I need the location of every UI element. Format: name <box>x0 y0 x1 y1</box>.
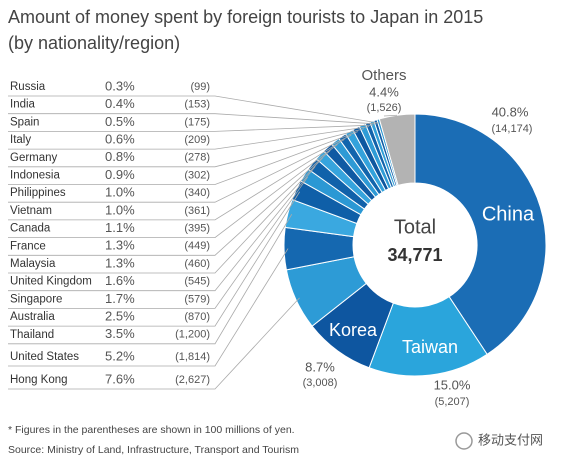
legend-label: Singapore <box>10 293 62 305</box>
amount-label: (1,814) <box>175 351 210 363</box>
amount-label: (2,627) <box>175 374 210 386</box>
value-label: 40.8% <box>492 104 529 119</box>
amount-label: (579) <box>184 293 210 305</box>
slice-name: Taiwan <box>402 337 458 357</box>
legend-label: Indonesia <box>10 170 60 182</box>
amount-label: (460) <box>184 258 210 270</box>
slice-name: Others <box>361 67 406 84</box>
chart-subtitle: (by nationality/region) <box>8 33 180 53</box>
leader-line <box>8 191 301 327</box>
value-label: 0.8% <box>105 149 135 164</box>
leader-line <box>8 176 309 309</box>
amount-label: (1,526) <box>367 102 402 114</box>
leader-line <box>8 131 358 185</box>
value-label: 0.5% <box>105 114 135 129</box>
value-label: 1.1% <box>105 220 135 235</box>
footnote: * Figures in the parentheses are shown i… <box>8 424 295 436</box>
value-label: 7.6% <box>105 371 135 386</box>
amount-label: (14,174) <box>492 123 533 135</box>
value-label: 1.6% <box>105 273 135 288</box>
value-label: 1.7% <box>105 291 135 306</box>
value-label: 2.5% <box>105 309 135 324</box>
slice-name: Korea <box>329 320 378 340</box>
watermark: 移动支付网 <box>478 434 543 449</box>
leader-line <box>8 113 377 125</box>
amount-label: (1,200) <box>175 329 210 341</box>
source: Source: Ministry of Land, Infrastructure… <box>8 444 299 456</box>
legend-label: Italy <box>10 134 31 146</box>
value-label: 1.0% <box>105 202 135 217</box>
legend-label: United Kingdom <box>10 276 92 288</box>
chart-title: Amount of money spent by foreign tourist… <box>8 7 483 27</box>
amount-label: (5,207) <box>435 396 470 408</box>
amount-label: (340) <box>184 187 210 199</box>
value-label: 1.3% <box>105 238 135 253</box>
legend-label: India <box>10 99 36 111</box>
leader-line <box>8 134 352 203</box>
leader-line <box>8 214 293 345</box>
amount-label: (209) <box>184 134 210 146</box>
amount-label: (361) <box>184 205 210 217</box>
amount-label: (870) <box>184 311 210 323</box>
value-label: 1.3% <box>105 255 135 270</box>
value-label: 1.0% <box>105 185 135 200</box>
legend-label: Canada <box>10 223 51 235</box>
value-label: 0.3% <box>105 78 135 93</box>
center-value: 34,771 <box>387 245 442 265</box>
leader-line <box>8 166 316 292</box>
legend-label: Malaysia <box>10 258 56 270</box>
slice-name: China <box>482 203 535 225</box>
amount-label: (3,008) <box>303 377 338 389</box>
leader-line <box>8 128 365 168</box>
leader-line <box>383 114 398 117</box>
value-label: 3.5% <box>105 326 135 341</box>
slice <box>414 113 547 356</box>
legend-label: Thailand <box>10 329 54 341</box>
value-label: 0.9% <box>105 167 135 182</box>
leader-line <box>8 139 345 221</box>
amount-label: (545) <box>184 276 210 288</box>
leader-line <box>8 126 370 150</box>
legend-label: United States <box>10 351 79 363</box>
amount-label: (278) <box>184 152 210 164</box>
leader-line <box>8 143 338 239</box>
leader-line <box>8 124 374 132</box>
legend-label: France <box>10 240 46 252</box>
legend-label: Spain <box>10 116 39 128</box>
leader-line <box>8 157 324 274</box>
value-label: 0.4% <box>105 96 135 111</box>
leader-line <box>8 150 331 256</box>
amount-label: (302) <box>184 169 210 181</box>
amount-label: (449) <box>184 240 210 252</box>
value-label: 5.2% <box>105 348 135 363</box>
legend-label: Philippines <box>10 187 66 199</box>
legend-label: Germany <box>10 152 58 164</box>
leader-line <box>8 95 380 124</box>
leader-line <box>8 297 300 390</box>
leader-line <box>8 248 289 367</box>
value-label: 0.6% <box>105 132 135 147</box>
legend-label: Russia <box>10 81 46 93</box>
legend-label: Australia <box>10 311 55 323</box>
amount-label: (395) <box>184 223 210 235</box>
slice <box>378 113 416 186</box>
center-label: Total <box>394 216 436 238</box>
amount-label: (153) <box>184 99 210 111</box>
legend-label: Hong Kong <box>10 374 68 386</box>
amount-label: (175) <box>184 116 210 128</box>
watermark-icon <box>455 432 473 450</box>
value-label: 8.7% <box>305 359 335 374</box>
value-label: 15.0% <box>434 377 471 392</box>
value-label: 4.4% <box>369 84 399 99</box>
legend-label: Vietnam <box>10 205 52 217</box>
amount-label: (99) <box>190 81 210 93</box>
